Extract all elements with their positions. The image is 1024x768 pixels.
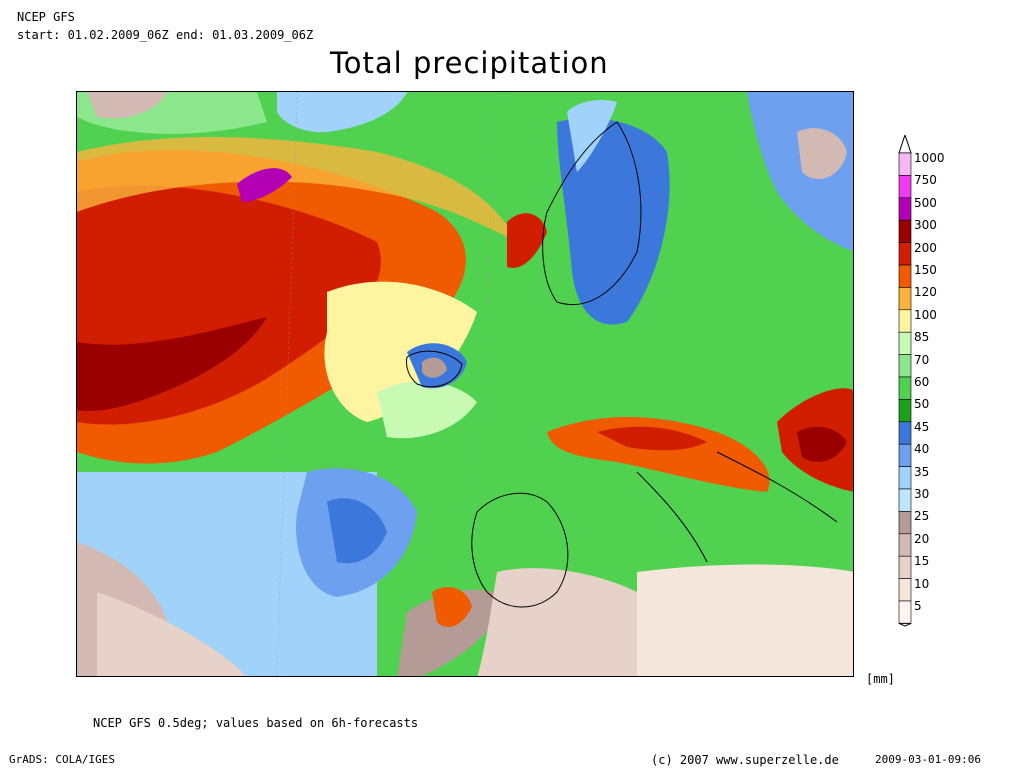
forecast-period: start: 01.02.2009_06Z end: 01.03.2009_06… (17, 28, 314, 42)
legend-swatch (898, 555, 912, 579)
legend-swatch (898, 421, 912, 445)
unit-label: [mm] (866, 672, 895, 686)
legend-label: 70 (914, 352, 930, 367)
legend-label: 500 (914, 195, 937, 210)
legend-label: 25 (914, 509, 930, 524)
legend-label: 5 (914, 599, 922, 613)
legend-label: 20 (914, 531, 930, 546)
legend-arrow-top (898, 135, 912, 154)
legend-swatch (898, 600, 912, 624)
legend-label: 1000 (914, 151, 945, 165)
software-credit: GrADS: COLA/IGES (9, 753, 115, 766)
legend-label: 45 (914, 419, 930, 434)
legend-swatch (898, 533, 912, 557)
legend-label: 300 (914, 218, 937, 233)
legend-swatch (898, 511, 912, 535)
legend-label: 120 (914, 285, 937, 300)
legend-swatch (898, 376, 912, 400)
legend-label: 100 (914, 307, 937, 322)
legend-label: 750 (914, 173, 937, 188)
model-name: NCEP GFS (17, 10, 75, 24)
data-note: NCEP GFS 0.5deg; values based on 6h-fore… (93, 716, 419, 730)
timestamp: 2009-03-01-09:06 (875, 753, 981, 766)
precipitation-map (76, 91, 854, 677)
legend-arrow-bottom (898, 622, 912, 627)
legend-label: 10 (914, 576, 930, 591)
legend-swatch (898, 287, 912, 311)
legend-label: 40 (914, 442, 930, 457)
legend-label: 200 (914, 240, 937, 255)
legend-swatch (898, 466, 912, 490)
legend-swatch (898, 197, 912, 221)
legend-label: 150 (914, 263, 937, 277)
legend-swatch (898, 242, 912, 266)
legend-swatch (898, 488, 912, 512)
legend-swatch (898, 331, 912, 355)
map-title: Total precipitation (330, 46, 609, 80)
legend-swatch (898, 399, 912, 423)
color-scale (898, 135, 912, 627)
legend-label: 30 (914, 487, 930, 501)
copyright: (c) 2007 www.superzelle.de (651, 753, 839, 767)
legend-label: 60 (914, 375, 930, 389)
map-canvas (77, 92, 853, 676)
legend-label: 85 (914, 330, 930, 345)
legend-label: 15 (914, 554, 930, 569)
legend-swatch (898, 219, 912, 243)
legend-swatch (898, 443, 912, 467)
legend-label: 50 (914, 397, 930, 412)
legend-swatch (898, 578, 912, 602)
legend-label: 35 (914, 464, 930, 479)
legend-swatch (898, 152, 912, 176)
legend-swatch (898, 309, 912, 333)
legend-swatch (898, 264, 912, 288)
legend-swatch (898, 354, 912, 378)
legend-swatch (898, 175, 912, 199)
